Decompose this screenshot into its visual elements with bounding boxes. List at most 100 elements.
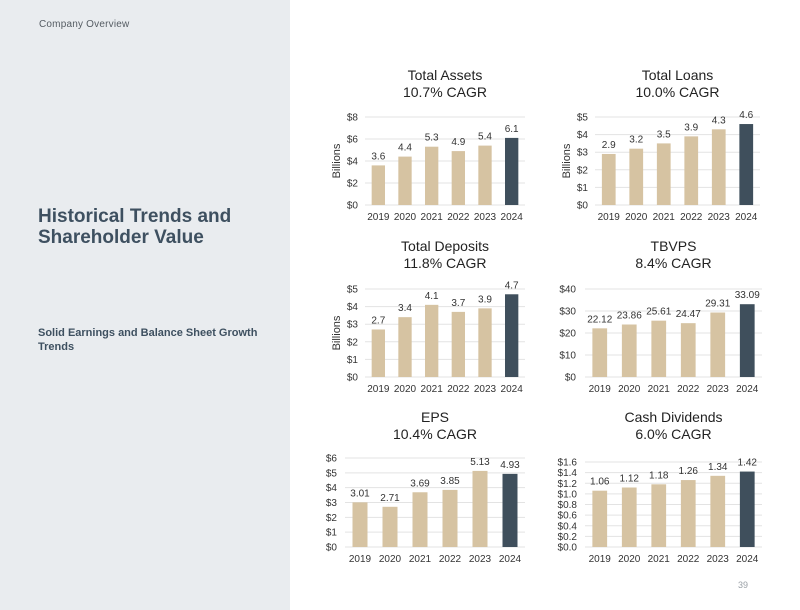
bar [472,470,488,547]
y-tick-label: $0 [347,201,359,212]
chart-title: Total Deposits [401,238,489,254]
y-tick-label: $0 [577,201,589,212]
y-axis-label: Billions [331,143,343,178]
y-tick-label: $1 [577,183,589,194]
x-tick-label: 2022 [680,212,703,223]
data-label: 5.13 [470,457,490,468]
x-tick-label: 2022 [439,554,462,565]
bar [621,324,637,377]
data-label: 25.61 [646,307,671,318]
data-label: 2.7 [371,315,385,326]
y-tick-label: $2 [577,165,589,176]
bar [739,124,754,205]
y-tick-label: $1.0 [558,489,578,500]
y-axis-label: Billions [331,315,343,350]
data-label: 1.34 [708,462,728,473]
bar [451,151,465,205]
y-tick-label: $40 [559,285,576,296]
bar [352,502,368,547]
data-label: 4.4 [398,143,412,154]
y-tick-label: $1.6 [558,458,578,469]
data-label: 3.01 [350,488,370,499]
x-tick-label: 2022 [677,554,700,565]
x-tick-label: 2022 [677,384,700,395]
chart-title: Total Loans [642,67,714,83]
y-tick-label: $0.0 [558,543,578,554]
x-tick-label: 2021 [409,554,432,565]
data-label: 2.9 [602,140,616,151]
x-tick-label: 2019 [589,384,612,395]
x-tick-label: 2024 [501,212,524,223]
y-tick-label: $4 [347,157,359,168]
data-label: 29.31 [705,299,730,310]
bar [505,294,519,377]
y-tick-label: $3 [326,498,338,509]
y-tick-label: $5 [326,468,338,479]
chart-title: EPS [421,409,449,425]
y-tick-label: $3 [577,148,589,159]
bar [442,489,458,547]
bar [680,323,696,377]
bar [451,311,465,377]
y-tick-label: $2 [326,513,338,524]
x-tick-label: 2020 [379,554,402,565]
data-label: 23.86 [617,311,642,322]
x-tick-label: 2021 [648,384,671,395]
bar [651,484,667,547]
bar [425,146,439,205]
x-tick-label: 2019 [349,554,372,565]
data-label: 2.71 [380,493,400,504]
x-tick-label: 2022 [447,384,470,395]
chart-cagr: 8.4% CAGR [635,255,711,271]
chart-cagr: 10.4% CAGR [393,426,477,442]
x-tick-label: 2023 [707,384,730,395]
bar [592,490,608,547]
bar [502,473,518,547]
y-tick-label: $0.6 [558,511,578,522]
x-tick-label: 2019 [589,554,612,565]
y-tick-label: $2 [347,337,359,348]
x-tick-label: 2023 [474,384,497,395]
bar [382,506,398,547]
page-title: Historical Trends and Shareholder Value [38,206,232,248]
y-tick-label: $6 [326,454,338,465]
bar [629,148,644,205]
data-label: 3.5 [657,129,671,140]
chart-cagr: 11.8% CAGR [404,255,487,271]
y-tick-label: $0.8 [558,500,578,511]
x-tick-label: 2020 [618,554,641,565]
x-tick-label: 2020 [625,212,648,223]
chart-cagr: 6.0% CAGR [635,426,711,442]
y-tick-label: $8 [347,113,359,124]
x-tick-label: 2023 [707,554,730,565]
chart-cagr: 10.7% CAGR [403,84,487,100]
page-subtitle: Solid Earnings and Balance Sheet Growth … [38,327,258,353]
x-tick-label: 2021 [421,384,444,395]
x-tick-label: 2020 [394,384,417,395]
data-label: 3.7 [451,298,465,309]
data-label: 5.3 [425,133,439,144]
y-tick-label: $4 [326,483,338,494]
data-label: 1.18 [649,470,669,481]
y-tick-label: $4 [347,302,359,313]
data-label: 4.1 [425,291,439,302]
y-tick-label: $1 [347,355,359,366]
x-tick-label: 2021 [421,212,444,223]
x-tick-label: 2019 [598,212,621,223]
y-tick-label: $0 [565,373,577,384]
data-label: 3.9 [684,122,698,133]
x-tick-label: 2020 [618,384,641,395]
y-axis-label: Billions [561,143,573,178]
x-tick-label: 2024 [735,212,758,223]
chart-title: Cash Dividends [624,409,722,425]
bar [680,480,696,547]
x-tick-label: 2019 [367,212,390,223]
bar [371,329,385,377]
y-tick-label: $5 [577,113,589,124]
x-tick-label: 2019 [367,384,390,395]
x-tick-label: 2024 [501,384,524,395]
data-label: 6.1 [505,124,519,135]
